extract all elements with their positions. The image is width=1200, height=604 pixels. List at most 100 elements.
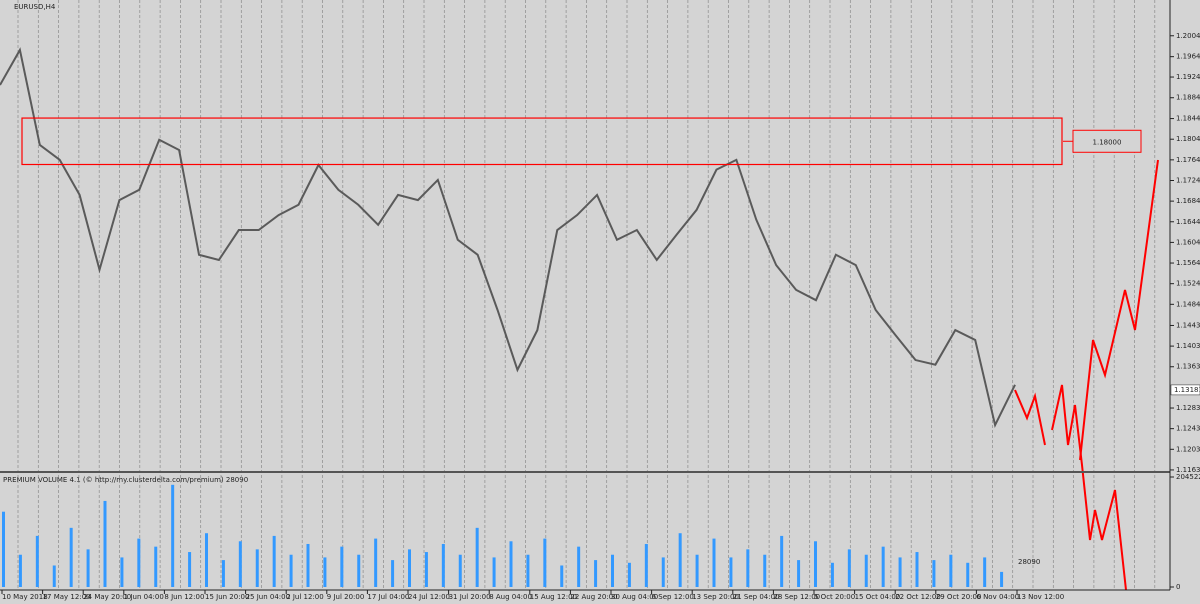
x-tick-label: 1 Jun 04:00 <box>124 593 164 601</box>
volume-bar <box>120 557 124 587</box>
volume-bar <box>424 552 428 587</box>
y-tick-label: 1.12830 <box>1176 404 1200 412</box>
volume-bar <box>188 552 192 587</box>
volume-bar <box>526 554 530 587</box>
volume-bar <box>729 557 733 587</box>
y-tick-label: 1.19640 <box>1176 53 1200 61</box>
volume-bar <box>408 549 411 587</box>
projection-line <box>1051 384 1127 591</box>
y-tick-label: 1.15240 <box>1176 280 1200 288</box>
volume-bar <box>627 562 631 587</box>
y-tick-label: 1.16440 <box>1176 218 1200 226</box>
volume-bar <box>830 562 834 587</box>
volume-bar <box>949 554 953 587</box>
price-line <box>0 47 1016 428</box>
volume-bar <box>932 560 936 587</box>
y-tick-label: 1.20045 <box>1176 32 1200 40</box>
x-tick-label: 17 Jul 04:00 <box>367 593 409 601</box>
projection-line <box>1079 159 1159 461</box>
y-tick-label: 1.12030 <box>1176 445 1200 453</box>
volume-bar <box>458 554 462 587</box>
y-tick-label: 1.14840 <box>1176 300 1200 308</box>
x-tick-label: 2 Jul 12:00 <box>286 593 324 601</box>
x-tick-label: 22 Oct 12:00 <box>895 593 941 601</box>
x-tick-label: 9 Jul 20:00 <box>327 593 365 601</box>
zone-label-box <box>1072 129 1142 153</box>
x-tick-label: 13 Nov 12:00 <box>1017 593 1064 601</box>
x-tick-label: 15 Aug 12:00 <box>530 593 577 601</box>
volume-bar <box>374 538 378 587</box>
volume-bar <box>611 554 614 587</box>
volume-bar <box>86 549 90 587</box>
y-tick-label: 0 <box>1176 583 1180 591</box>
volume-bar <box>492 557 496 587</box>
y-tick-label: 1.16840 <box>1176 197 1200 205</box>
x-tick-label: 8 Jun 12:00 <box>164 593 204 601</box>
volume-bar <box>323 557 327 587</box>
x-tick-label: 6 Nov 04:00 <box>976 593 1019 601</box>
volume-bar <box>441 543 445 587</box>
y-tick-label: 204522 <box>1176 473 1200 481</box>
volume-bar <box>306 543 310 587</box>
current-volume-label: 28090 <box>1018 558 1040 566</box>
y-tick-label: 1.12430 <box>1176 425 1200 433</box>
volume-bar <box>695 554 699 587</box>
x-tick-label: 15 Oct 04:00 <box>855 593 901 601</box>
zone-label: 1.18000 <box>1093 138 1122 146</box>
y-tick-label: 1.17240 <box>1176 176 1200 184</box>
volume-bar <box>797 560 801 587</box>
current-price-box <box>1170 384 1200 396</box>
y-tick-label: 1.19245 <box>1176 73 1200 81</box>
y-tick-label: 1.11630 <box>1176 466 1200 474</box>
volume-bar <box>915 552 919 587</box>
x-tick-label: 17 May 12:00 <box>43 593 91 601</box>
price-zone <box>21 117 1063 166</box>
volume-bar <box>357 554 361 587</box>
volume-bar <box>272 535 276 587</box>
volume-bar <box>644 543 648 587</box>
volume-bar <box>814 541 817 587</box>
volume-bar <box>983 557 987 587</box>
x-tick-label: 24 May 20:00 <box>83 593 131 601</box>
volume-bar <box>780 535 784 587</box>
volume-bar <box>661 557 665 587</box>
volume-bar <box>560 565 564 587</box>
x-tick-label: 29 Oct 20:00 <box>936 593 982 601</box>
volume-bar <box>475 527 479 587</box>
x-tick-label: 21 Sep 04:00 <box>733 593 780 601</box>
symbol-label: EURUSD,H4 <box>14 3 56 11</box>
volume-bar <box>238 541 242 587</box>
volume-bar <box>881 546 885 587</box>
volume-bar <box>509 541 513 587</box>
volume-bar <box>255 549 259 587</box>
y-tick-label: 1.15640 <box>1176 259 1200 267</box>
volume-bar <box>69 527 73 587</box>
volume-bar <box>18 554 22 587</box>
y-tick-label: 1.18844 <box>1176 94 1200 102</box>
volume-bar <box>137 538 141 587</box>
volume-bar <box>763 554 767 587</box>
volume-bar <box>543 538 547 587</box>
volume-bar <box>864 554 868 587</box>
volume-bar <box>966 562 970 587</box>
volume-bar <box>847 549 851 587</box>
x-tick-label: 10 May 2018 <box>2 593 48 601</box>
volume-bar <box>1000 571 1004 587</box>
volume-bar <box>577 546 581 587</box>
y-tick-label: 1.14030 <box>1176 342 1200 350</box>
x-tick-label: 15 Jun 20:00 <box>205 593 249 601</box>
volume-bar <box>340 546 344 587</box>
x-tick-label: 13 Sep 20:00 <box>692 593 739 601</box>
volume-bar <box>2 511 5 587</box>
y-tick-label: 1.18040 <box>1176 135 1200 143</box>
volume-bar <box>678 533 682 587</box>
volume-bar <box>52 565 56 587</box>
volume-bar <box>594 560 598 587</box>
x-tick-label: 25 Jun 04:00 <box>246 593 290 601</box>
x-tick-label: 24 Jul 12:00 <box>408 593 450 601</box>
x-tick-label: 6 Sep 12:00 <box>652 593 694 601</box>
volume-bar <box>898 557 902 587</box>
x-tick-label: 22 Aug 20:00 <box>570 593 617 601</box>
current-price-label: 1.13181 <box>1174 386 1200 394</box>
